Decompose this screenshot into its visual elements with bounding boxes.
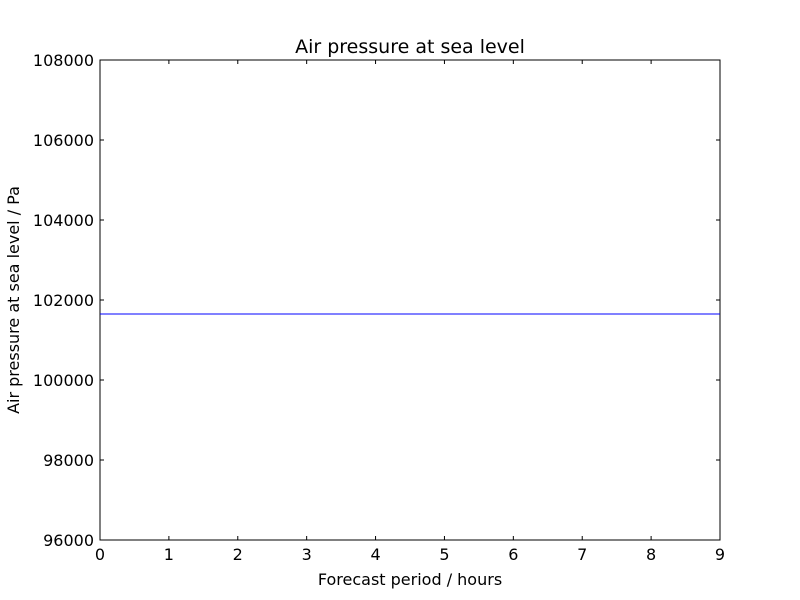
x-tick-label: 1 [164, 545, 174, 564]
x-tick-label: 5 [439, 545, 449, 564]
y-axis: 96000 98000 100000 102000 104000 106000 108000 [33, 51, 720, 550]
y-tick-label: 106000 [33, 131, 94, 150]
chart-title: Air pressure at sea level [295, 36, 525, 58]
y-tick-label: 98000 [43, 451, 94, 470]
x-axis: 0 1 2 3 4 5 6 7 8 9 [95, 60, 725, 564]
x-tick-label: 8 [646, 545, 656, 564]
plot-area [99, 59, 721, 541]
x-tick-label: 7 [577, 545, 587, 564]
y-tick-label: 104000 [33, 211, 94, 230]
x-tick-label: 9 [715, 545, 725, 564]
x-tick-label: 3 [302, 545, 312, 564]
x-tick-label: 2 [233, 545, 243, 564]
y-tick-label: 96000 [43, 531, 94, 550]
y-axis-label: Air pressure at sea level / Pa [4, 186, 23, 414]
x-tick-label: 0 [95, 545, 105, 564]
y-tick-label: 100000 [33, 371, 94, 390]
x-tick-label: 6 [508, 545, 518, 564]
plot-frame [99, 59, 721, 541]
y-tick-label: 102000 [33, 291, 94, 310]
x-axis-label: Forecast period / hours [318, 570, 502, 589]
y-tick-label: 108000 [33, 51, 94, 70]
x-tick-label: 4 [370, 545, 380, 564]
